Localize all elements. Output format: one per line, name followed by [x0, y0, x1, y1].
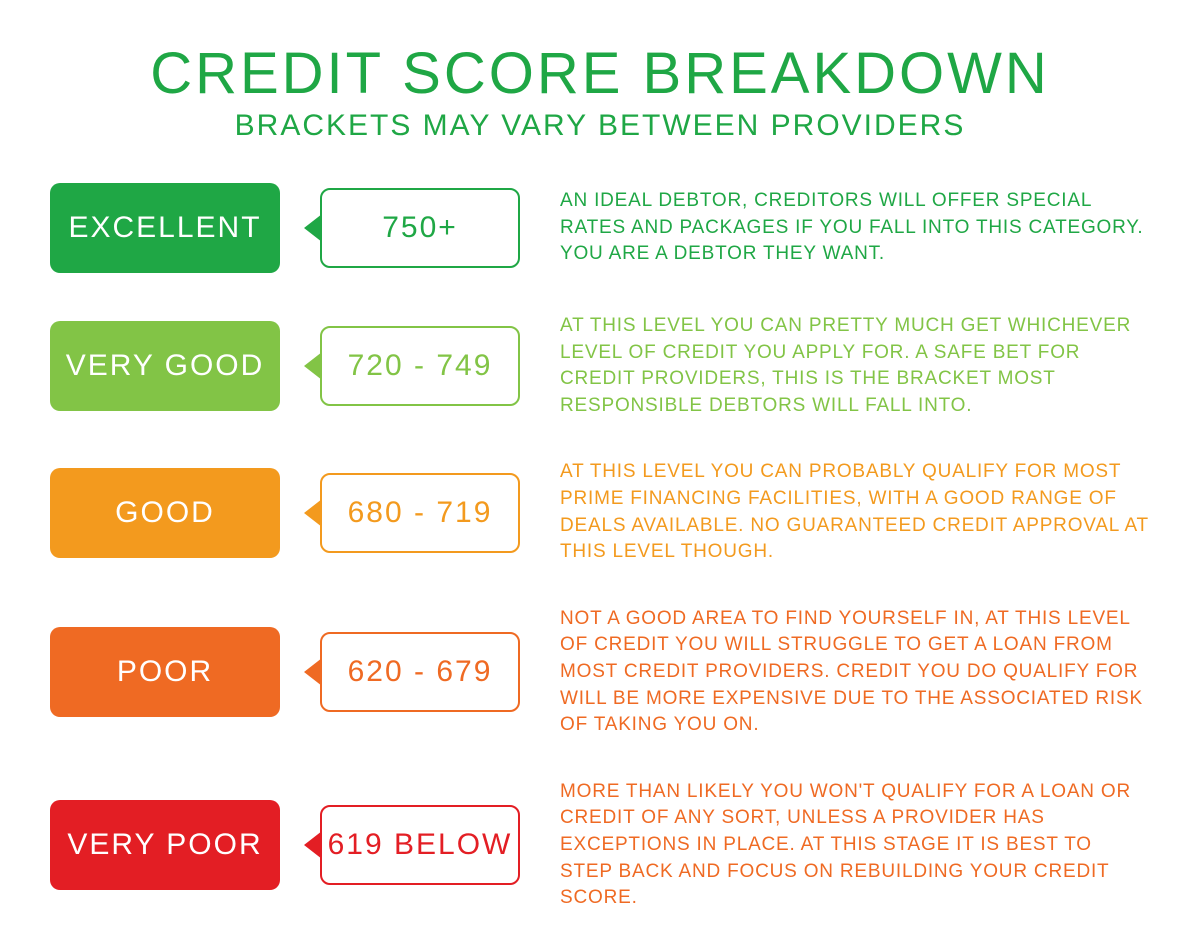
rating-badge: VERY POOR — [50, 800, 280, 890]
score-range: 750+ — [320, 188, 520, 268]
score-range: 680 - 719 — [320, 473, 520, 553]
rating-description: MORE THAN LIKELY YOU WON'T QUALIFY FOR A… — [560, 779, 1150, 912]
score-range: 720 - 749 — [320, 326, 520, 406]
rating-description: AT THIS LEVEL YOU CAN PRETTY MUCH GET WH… — [560, 313, 1150, 419]
rating-description: AN IDEAL DEBTOR, CREDITORS WILL OFFER SP… — [560, 188, 1150, 268]
main-title: CREDIT SCORE BREAKDOWN — [50, 40, 1150, 107]
rating-badge: VERY GOOD — [50, 321, 280, 411]
rating-badge: GOOD — [50, 468, 280, 558]
score-row: VERY POOR 619 BELOW MORE THAN LIKELY YOU W… — [50, 779, 1150, 912]
score-row: GOOD 680 - 719 AT THIS LEVEL YOU CAN PROBA… — [50, 459, 1150, 565]
rows-list: EXCELLENT 750+ AN IDEAL DEBTOR, CREDITORS … — [50, 183, 1150, 912]
rating-description: AT THIS LEVEL YOU CAN PROBABLY QUALIFY F… — [560, 459, 1150, 565]
score-range: 620 - 679 — [320, 632, 520, 712]
score-row: POOR 620 - 679 NOT A GOOD AREA TO FIND YOU… — [50, 606, 1150, 739]
rating-description: NOT A GOOD AREA TO FIND YOURSELF IN, AT … — [560, 606, 1150, 739]
infographic-container: CREDIT SCORE BREAKDOWN BRACKETS MAY VARY… — [0, 0, 1200, 942]
rating-badge: EXCELLENT — [50, 183, 280, 273]
score-row: EXCELLENT 750+ AN IDEAL DEBTOR, CREDITORS … — [50, 183, 1150, 273]
score-range: 619 BELOW — [320, 805, 520, 885]
rating-badge: POOR — [50, 627, 280, 717]
header: CREDIT SCORE BREAKDOWN BRACKETS MAY VARY… — [50, 40, 1150, 143]
subtitle: BRACKETS MAY VARY BETWEEN PROVIDERS — [50, 109, 1150, 143]
score-row: VERY GOOD 720 - 749 AT THIS LEVEL YOU CAN … — [50, 313, 1150, 419]
